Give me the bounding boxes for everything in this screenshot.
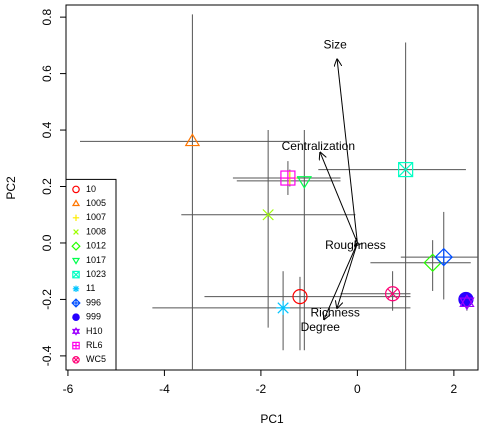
legend-marker [72,313,80,322]
point [385,286,401,302]
plot-frame [65,4,479,371]
legend-marker [72,341,80,350]
y-tick-label: 0.2 [40,178,54,195]
legend-label: WC5 [86,354,106,364]
marker-shape [71,327,81,334]
y-tick-label: 0.8 [40,8,54,25]
marker-shape [72,185,80,194]
marker-shape [71,241,81,251]
marker-shape [459,297,475,311]
y-tick-label: -0.2 [40,289,54,310]
marker-shape [71,199,81,207]
marker-shape [72,313,80,322]
marker-shape [184,133,201,147]
y-tick-label: 0.0 [40,234,54,251]
marker-shape [72,270,80,279]
arrow-label: Roughness [325,238,386,252]
point [280,170,296,186]
legend-label: 1012 [86,241,106,251]
point [276,300,291,315]
legend-marker [71,199,81,207]
marker-shape [71,328,81,336]
marker-shape [292,289,308,305]
y-tick-label: -0.4 [40,345,54,366]
x-axis-label: PC1 [260,412,284,426]
point [434,247,453,267]
loading-arrow [320,153,358,244]
marker-shape [72,355,80,364]
marker-stroke [398,162,414,177]
legend-label: 999 [86,312,101,322]
legend-label: 1005 [86,198,106,208]
marker-stroke [73,229,79,235]
marker-shape [398,161,414,178]
legend-label: 10 [86,184,96,194]
arrow-label: Richness [311,306,360,320]
marker-stroke [277,302,289,314]
y-axis-label: PC2 [4,176,18,200]
arrow-label: Centralization [282,139,355,153]
loading-arrow [337,242,358,308]
point [262,209,274,221]
legend-marker [73,229,79,235]
point [398,161,414,178]
marker-shape [385,286,401,302]
legend-marker [72,185,80,194]
x-tick-label: 0 [354,382,361,396]
marker-stroke [262,209,274,221]
legend-marker [72,285,80,292]
legend-marker [72,355,80,364]
legend-label: 11 [86,283,95,293]
point [459,294,475,311]
legend: 10 1005 1007 1008 1012 1017 1023 11 996 999 H10 RL6… [65,178,117,371]
legend-marker [72,270,80,279]
legend-label: 1023 [86,269,106,279]
legend-label: 1017 [86,255,106,265]
arrow-label: Degree [301,320,341,334]
marker-shape [71,257,81,265]
legend-label: 1007 [86,212,106,222]
marker-stroke [387,288,398,300]
marker-stroke [72,270,80,279]
legend-label: RL6 [86,340,103,350]
x-tick-label: 2 [451,382,458,396]
y-tick-label: 0.6 [40,65,54,82]
x-tick-label: -2 [256,382,267,396]
marker-shape [296,176,313,190]
legend-marker [71,327,81,336]
legend-box [65,178,117,371]
marker-shape [459,294,475,308]
point [292,289,308,305]
y-tick-label: 0.4 [40,121,54,138]
legend-label: H10 [86,326,103,336]
point [296,176,313,190]
legend-marker [71,241,81,251]
legend-marker [71,298,81,308]
x-tick-label: -4 [159,382,170,396]
x-tick-label: -6 [63,382,74,396]
legend-marker [72,214,80,221]
legend-marker [71,257,81,265]
loading-arrow [337,59,358,244]
point [184,133,201,147]
marker-stroke [73,285,79,292]
marker-stroke [73,357,79,363]
legend-label: 1008 [86,226,106,236]
loading-arrow [324,242,358,319]
legend-label: 996 [86,297,101,307]
arrow-label: Size [324,38,348,52]
